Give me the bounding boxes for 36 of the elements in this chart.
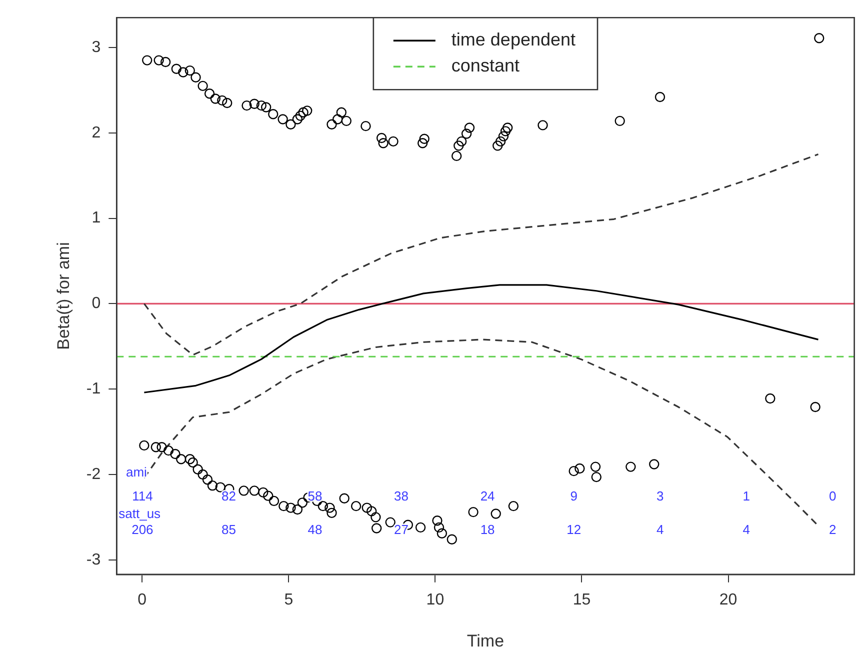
y-tick-label: -2	[86, 466, 101, 483]
legend-label: time dependent	[451, 30, 576, 50]
x-tick-label: 15	[572, 591, 591, 608]
annotation: 38	[394, 488, 409, 504]
x-axis-title: Time	[466, 631, 504, 650]
annotation: satt_us	[118, 506, 162, 521]
x-tick-label: 5	[284, 591, 294, 608]
y-axis-title: Beta(t) for ami	[54, 242, 73, 350]
y-tick-label: 0	[92, 295, 101, 312]
annotation: 27	[394, 522, 409, 537]
legend-label: constant	[451, 56, 520, 76]
annotation: 1	[742, 488, 750, 504]
annotation: 82	[221, 488, 236, 504]
annotation: 4	[656, 522, 664, 537]
annotation: 0	[829, 488, 836, 504]
x-tick-label: 20	[719, 591, 738, 608]
x-tick-label: 10	[426, 591, 444, 608]
annotation: 48	[308, 522, 322, 537]
annotation: 9	[570, 488, 578, 504]
annotation: 18	[480, 522, 495, 537]
annotation: 2	[829, 522, 836, 537]
y-tick-label: 2	[92, 124, 101, 142]
annotation: 4	[742, 522, 750, 537]
annotation: 12	[566, 522, 582, 537]
annotation: ami	[126, 464, 148, 480]
annotation: 3	[656, 488, 664, 504]
y-tick-label: -3	[86, 551, 101, 568]
annotation: 206	[132, 522, 154, 537]
annotation: 114	[132, 488, 153, 504]
y-tick-label: 3	[92, 38, 101, 56]
annotation: 85	[221, 522, 236, 537]
y-tick-label: 1	[92, 210, 101, 227]
line-series	[143, 153, 820, 356]
annotation: 24	[480, 488, 495, 504]
y-tick-label: -1	[86, 380, 101, 398]
x-tick-label: 0	[138, 591, 147, 608]
